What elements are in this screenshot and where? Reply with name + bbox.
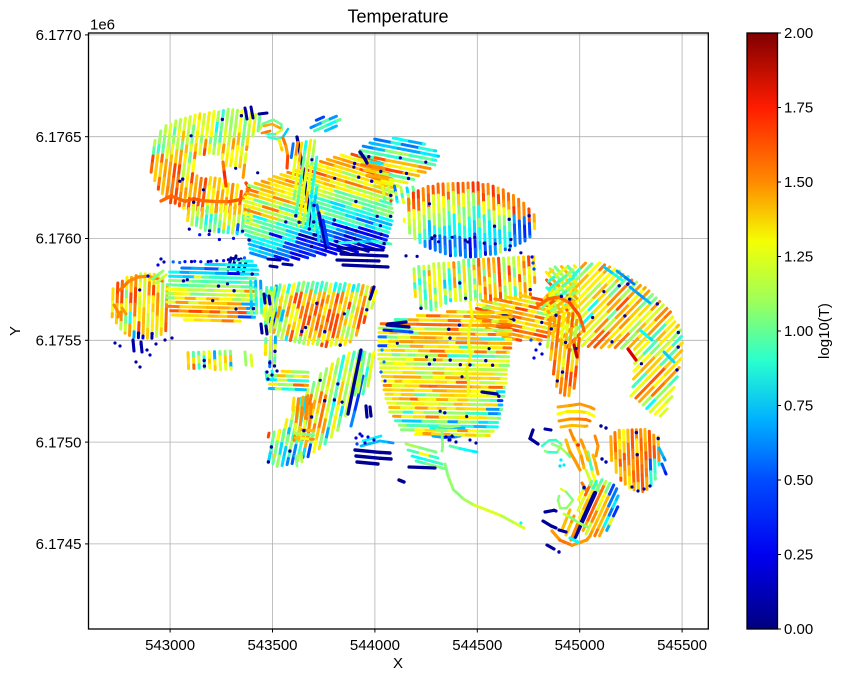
svg-text:544000: 544000 [350, 637, 400, 654]
svg-text:1.25: 1.25 [784, 249, 813, 266]
svg-text:6.1760: 6.1760 [36, 231, 82, 248]
svg-text:1.50: 1.50 [784, 174, 813, 191]
svg-text:Temperature: Temperature [347, 7, 448, 27]
svg-text:6.1770: 6.1770 [36, 27, 82, 44]
svg-text:0.25: 0.25 [784, 547, 813, 564]
svg-text:544500: 544500 [452, 637, 502, 654]
svg-text:0.75: 0.75 [784, 398, 813, 415]
svg-text:X: X [393, 655, 403, 672]
svg-text:543000: 543000 [145, 637, 195, 654]
svg-text:1.75: 1.75 [784, 100, 813, 117]
svg-text:1e6: 1e6 [90, 17, 115, 34]
svg-text:log10(T): log10(T) [816, 303, 833, 359]
svg-text:545000: 545000 [555, 637, 605, 654]
svg-text:6.1750: 6.1750 [36, 434, 82, 451]
svg-text:6.1765: 6.1765 [36, 129, 82, 146]
svg-text:2.00: 2.00 [784, 25, 813, 42]
svg-text:545500: 545500 [657, 637, 707, 654]
svg-text:0.50: 0.50 [784, 472, 813, 489]
svg-text:Y: Y [7, 326, 24, 336]
svg-text:1.00: 1.00 [784, 323, 813, 340]
svg-text:6.1745: 6.1745 [36, 536, 82, 553]
svg-text:6.1755: 6.1755 [36, 333, 82, 350]
svg-text:0.00: 0.00 [784, 621, 813, 638]
svg-text:543500: 543500 [247, 637, 297, 654]
